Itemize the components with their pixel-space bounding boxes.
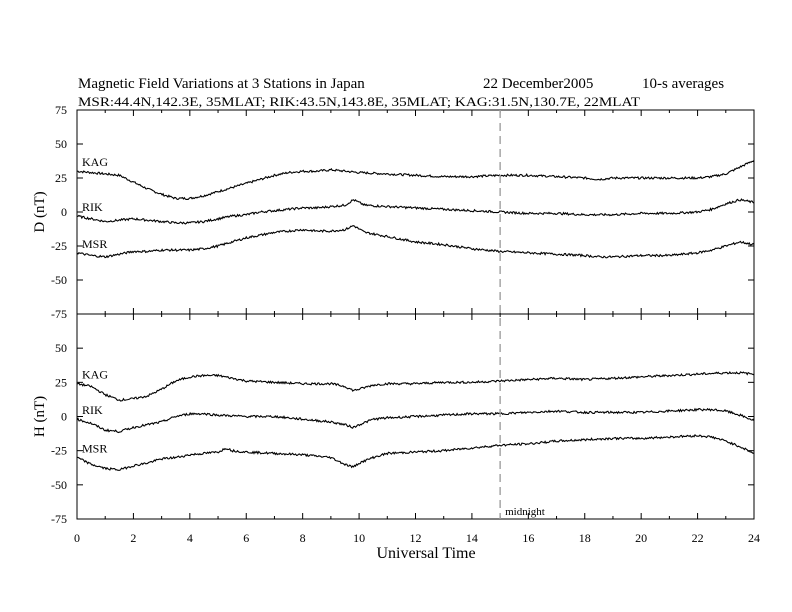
series-label-msr: MSR (82, 237, 107, 251)
x-tick-label: 4 (187, 531, 193, 545)
y-axis-label: H (nT) (32, 396, 48, 437)
y-tick-label: 0 (61, 410, 67, 424)
panel-frame (76, 109, 755, 315)
series-line-kag (76, 371, 755, 402)
series-label-kag: KAG (82, 155, 108, 169)
x-tick-label: 2 (130, 531, 136, 545)
x-axis: 0 2 4 6 8 10 12 14 16 18 20 22 24 (74, 531, 760, 545)
series-line-msr (76, 225, 755, 259)
x-tick-label: 14 (466, 531, 478, 545)
y-tick-label: -25 (51, 444, 67, 458)
chart-date: 22 December2005 (483, 76, 593, 92)
x-tick-label: 18 (579, 531, 591, 545)
x-tick-label: 12 (410, 531, 422, 545)
x-tick-label: 6 (243, 531, 249, 545)
chart-title: Magnetic Field Variations at 3 Stations … (78, 76, 365, 92)
series-line-rik (76, 407, 755, 434)
series-label-rik: RIK (82, 200, 103, 214)
y-tick-label: 0 (61, 205, 67, 219)
y-axis-label: D (nT) (32, 191, 48, 232)
panel-h: 50 25 0 -25 -50 -75 H (nT) KAG RIK MSR (32, 313, 755, 526)
y-tick-label: -75 (51, 307, 67, 321)
y-tick-label: 50 (55, 137, 67, 151)
y-tick-label: -50 (51, 273, 67, 287)
y-tick-label: -50 (51, 478, 67, 492)
series-label-kag: KAG (82, 368, 108, 382)
series-label-msr: MSR (82, 442, 107, 456)
chart-averaging: 10-s averages (642, 76, 724, 92)
series-line-msr (76, 433, 755, 471)
y-tick-label: 25 (55, 171, 67, 185)
x-tick-label: 10 (353, 531, 365, 545)
x-tick-label: 24 (748, 531, 760, 545)
series-line-rik (76, 198, 755, 225)
y-tick-label: -75 (51, 512, 67, 526)
series-label-rik: RIK (82, 403, 103, 417)
x-tick-label: 0 (74, 531, 80, 545)
series-line-kag (76, 159, 755, 201)
x-tick-label: 8 (300, 531, 306, 545)
x-tick-label: 16 (522, 531, 534, 545)
x-tick-label: 20 (635, 531, 647, 545)
y-tick-label: 25 (55, 375, 67, 389)
panel-d: 75 50 25 0 -25 -50 -75 D (nT) KAG RIK MSR (32, 103, 755, 321)
chart-subtitle: MSR:44.4N,142.3E, 35MLAT; RIK:43.5N,143.… (78, 95, 640, 109)
y-tick-label: 50 (55, 341, 67, 355)
y-tick-label: 75 (55, 103, 67, 117)
x-tick-label: 22 (692, 531, 704, 545)
y-tick-label: -25 (51, 239, 67, 253)
x-axis-label: Universal Time (376, 545, 475, 562)
midnight-label: midnight (505, 506, 545, 518)
